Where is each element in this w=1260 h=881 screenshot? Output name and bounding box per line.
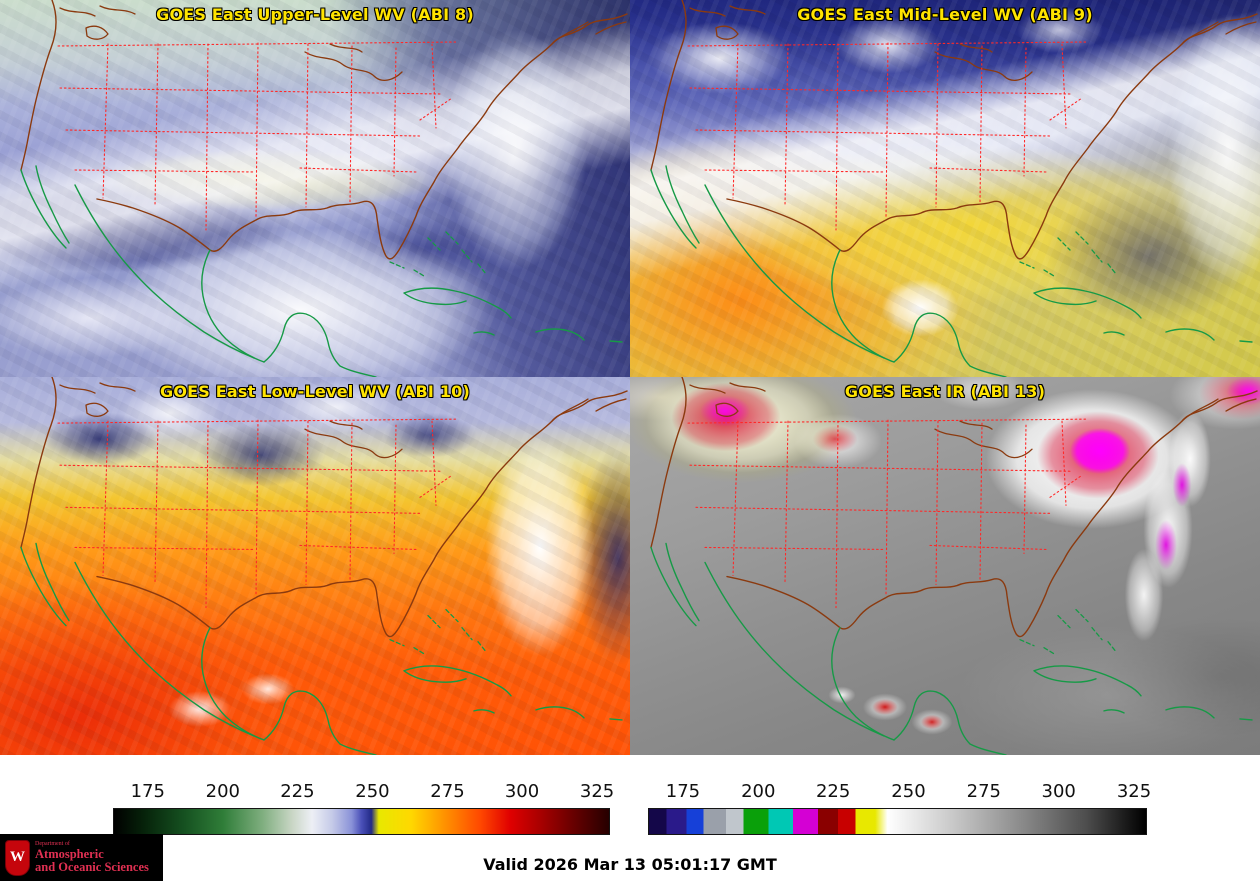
colorbar-tick: 300 — [1041, 781, 1076, 802]
panel-title-abi9: GOES East Mid-Level WV (ABI 9) — [797, 5, 1093, 24]
map-boundaries-overlay — [650, 0, 1258, 377]
logo-dept-line: Department of — [35, 841, 70, 848]
logo-line2: and Oceanic Sciences — [35, 859, 149, 874]
satellite-imagery-abi13 — [630, 377, 1260, 755]
colorbar-tick: 200 — [741, 781, 776, 802]
colorbar-tick: 325 — [1116, 781, 1152, 802]
colorbar-tick: 275 — [966, 781, 1001, 802]
logo-text: Department of Atmospheric and Oceanic Sc… — [35, 841, 149, 874]
imagery-texture — [630, 0, 1260, 377]
colorbar-tick: 225 — [815, 781, 851, 802]
map-boundaries-overlay — [20, 377, 628, 755]
logo-line1: Atmospheric — [35, 846, 104, 861]
wv-colorbar-gradient — [113, 808, 610, 835]
panel-title-abi8: GOES East Upper-Level WV (ABI 8) — [156, 5, 474, 24]
panel-mid-level-wv-abi9: GOES East Mid-Level WV (ABI 9) — [630, 0, 1260, 377]
satellite-imagery-abi10 — [0, 377, 630, 755]
satellite-imagery-abi8 — [0, 0, 630, 377]
panel-upper-level-wv-abi8: GOES East Upper-Level WV (ABI 8) — [0, 0, 630, 377]
colorbar-tick: 325 — [579, 781, 615, 802]
crest-letter: W — [10, 849, 25, 865]
uw-aos-logo: W Department of Atmospheric and Oceanic … — [0, 834, 163, 881]
panel-title-abi10: GOES East Low-Level WV (ABI 10) — [159, 382, 470, 401]
quadpanel-grid: GOES East Upper-Level WV (ABI 8) GOES Ea… — [0, 0, 1260, 755]
colorbar-tick: 250 — [891, 781, 926, 802]
uw-crest-icon: W — [5, 839, 30, 876]
panel-title-abi13: GOES East IR (ABI 13) — [844, 382, 1046, 401]
colorbar-tick: 175 — [130, 781, 165, 802]
wv-colorbar: 175 200 225 250 275 300 325 — [113, 781, 615, 835]
colorbar-tick: 225 — [280, 781, 315, 802]
colorbar-tick: 250 — [355, 781, 390, 802]
ir-colorbar-gradient — [648, 808, 1147, 835]
ir-colorbar-ticks: 175 200 225 250 275 300 325 — [648, 781, 1151, 805]
imagery-texture — [0, 0, 630, 377]
satellite-imagery-abi9 — [630, 0, 1260, 377]
imagery-texture — [0, 377, 630, 755]
footer: 175 200 225 250 275 300 325 175 200 225 … — [0, 755, 1260, 881]
valid-time: Valid 2026 Mar 13 05:01:17 GMT — [483, 855, 777, 874]
ir-colorbar: 175 200 225 250 275 300 325 — [648, 781, 1151, 835]
colorbar-tick: 300 — [504, 781, 540, 802]
colorbar-tick: 200 — [205, 781, 241, 802]
colorbar-tick: 275 — [430, 781, 465, 802]
wv-colorbar-ticks: 175 200 225 250 275 300 325 — [113, 781, 615, 805]
panel-low-level-wv-abi10: GOES East Low-Level WV (ABI 10) — [0, 377, 630, 755]
colorbar-tick: 175 — [665, 781, 701, 802]
map-boundaries-overlay — [20, 0, 628, 377]
panel-ir-abi13: GOES East IR (ABI 13) — [630, 377, 1260, 755]
map-boundaries-overlay — [650, 377, 1258, 755]
